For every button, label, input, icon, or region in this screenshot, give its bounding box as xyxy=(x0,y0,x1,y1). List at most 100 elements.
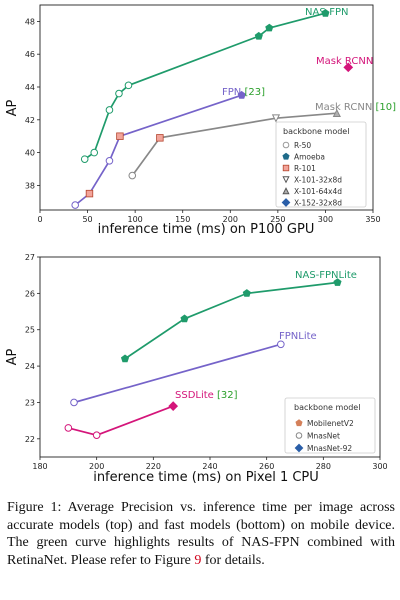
bottom-legend: backbone model MobilenetV2 MnasNet MnasNet… xyxy=(284,397,376,454)
data-point xyxy=(90,148,99,157)
legend-label: X-101-64x4d xyxy=(294,187,342,196)
top-y-axis-label: AP xyxy=(5,99,20,116)
data-point xyxy=(105,106,114,114)
x-tick-label: 220 xyxy=(146,462,161,471)
top-x-ticks: 0 50 100 150 200 250 300 350 xyxy=(37,210,381,224)
data-point xyxy=(92,431,101,439)
legend-marker xyxy=(282,176,290,184)
y-tick-label: 42 xyxy=(25,116,35,125)
bottom-y-ticks: 22 23 24 25 26 27 xyxy=(25,253,40,444)
top-plot-frame xyxy=(39,4,374,211)
data-point xyxy=(156,134,164,142)
data-point xyxy=(70,398,78,407)
data-point xyxy=(85,189,94,198)
top-label-mask-rcnn-pink: Mask RCNN xyxy=(316,56,373,67)
bottom-y-axis-label: AP xyxy=(5,348,20,365)
series-line xyxy=(74,94,242,206)
bottom-legend-items: MobilenetV2 MnasNet MnasNet-92 xyxy=(294,419,354,453)
legend-label: MnasNet xyxy=(307,432,340,441)
top-legend-box xyxy=(275,121,367,208)
x-tick-label: 240 xyxy=(202,462,217,471)
data-point xyxy=(333,278,342,286)
legend-marker xyxy=(295,432,303,439)
bottom-label-fpnlite: FPNLite xyxy=(279,331,317,342)
x-tick-label: 300 xyxy=(318,215,333,224)
x-tick-label: 280 xyxy=(316,462,331,471)
caption-figure-ref[interactable]: 9 xyxy=(194,552,202,568)
legend-label: MnasNet-92 xyxy=(307,444,352,453)
legend-marker xyxy=(282,164,290,172)
series-line xyxy=(124,281,338,360)
legend-marker xyxy=(295,419,303,427)
top-x-axis-label: inference time (ms) on P100 GPU xyxy=(98,222,315,237)
x-tick-label: 300 xyxy=(372,462,387,471)
legend-label: R-50 xyxy=(294,141,311,150)
top-y-ticks: 38 40 42 44 46 48 xyxy=(25,17,40,190)
top-legend-title: backbone model xyxy=(283,127,349,136)
bottom-legend-box xyxy=(284,397,376,454)
bottom-label-nas-fpnlite: NAS-FPNLite xyxy=(295,270,357,281)
legend-marker xyxy=(282,141,290,149)
top-legend: backbone model R-50 Amoeba R-101 X-101-32x8… xyxy=(275,121,367,208)
top-label-mask-rcnn-ref: [10] xyxy=(376,102,397,113)
bottom-x-ticks: 180 200 220 240 260 280 300 xyxy=(32,457,388,471)
top-label-mask-rcnn-gray: Mask RCNN [10] xyxy=(315,102,396,113)
top-legend-items: R-50 Amoeba R-101 X-101-32x8d X-101-64x4d X-1… xyxy=(281,141,342,208)
caption-text-1: Figure 1: Average Precision vs. inferenc… xyxy=(7,500,395,568)
bottom-legend-title: backbone model xyxy=(294,403,360,412)
y-tick-label: 26 xyxy=(25,289,35,298)
x-tick-label: 260 xyxy=(259,462,274,471)
data-point xyxy=(71,201,80,209)
data-point xyxy=(254,31,263,40)
x-tick-label: 0 xyxy=(37,215,42,224)
data-point xyxy=(321,8,330,17)
legend-marker xyxy=(281,198,291,207)
data-point xyxy=(180,314,189,323)
top-series-layer xyxy=(71,8,354,209)
x-tick-label: 250 xyxy=(270,215,285,224)
y-tick-label: 38 xyxy=(25,181,35,190)
top-chart: 0 50 100 150 200 250 300 350 38 40 42 44 46 48 infer… xyxy=(5,4,396,237)
x-tick-label: 100 xyxy=(128,215,143,224)
data-point xyxy=(265,23,274,32)
series-line xyxy=(68,405,174,437)
data-point xyxy=(242,289,251,297)
x-tick-label: 350 xyxy=(365,215,380,224)
x-tick-label: 180 xyxy=(32,462,47,471)
bottom-label-ssdlite-ref: [32] xyxy=(217,390,238,401)
legend-marker xyxy=(282,187,290,195)
series-line xyxy=(73,343,282,404)
series-line xyxy=(131,112,337,177)
bottom-x-axis-label: inference time (ms) on Pixel 1 CPU xyxy=(93,470,319,485)
data-point xyxy=(115,89,123,98)
data-point xyxy=(168,401,179,411)
data-point xyxy=(271,114,281,123)
data-point xyxy=(80,155,89,163)
legend-marker xyxy=(282,152,290,160)
data-point xyxy=(116,132,124,140)
y-tick-label: 46 xyxy=(25,50,35,59)
data-point xyxy=(332,108,341,118)
legend-label: Amoeba xyxy=(294,153,325,162)
legend-label: X-152-32x8d xyxy=(294,199,342,208)
caption-text-2: for details. xyxy=(201,552,265,568)
data-point xyxy=(105,157,114,165)
data-point xyxy=(120,354,130,363)
y-tick-label: 44 xyxy=(25,83,35,92)
data-point xyxy=(128,171,137,180)
x-tick-label: 150 xyxy=(175,215,190,224)
legend-label: MobilenetV2 xyxy=(307,419,354,428)
top-label-fpn: FPN [23] xyxy=(222,87,265,98)
top-label-fpn-ref: [23] xyxy=(244,87,265,98)
y-tick-label: 23 xyxy=(25,398,35,407)
bottom-label-ssdlite: SSDLite [32] xyxy=(175,390,238,401)
legend-label: X-101-32x8d xyxy=(294,176,342,185)
y-tick-label: 25 xyxy=(25,326,35,335)
figure-charts: 0 50 100 150 200 250 300 350 38 40 42 44 46 48 infer… xyxy=(5,4,396,485)
data-point xyxy=(64,424,73,432)
data-point xyxy=(343,62,354,73)
y-tick-label: 48 xyxy=(25,17,35,26)
y-tick-label: 24 xyxy=(25,362,35,371)
bottom-series-layer xyxy=(64,278,342,439)
data-point xyxy=(124,81,133,90)
